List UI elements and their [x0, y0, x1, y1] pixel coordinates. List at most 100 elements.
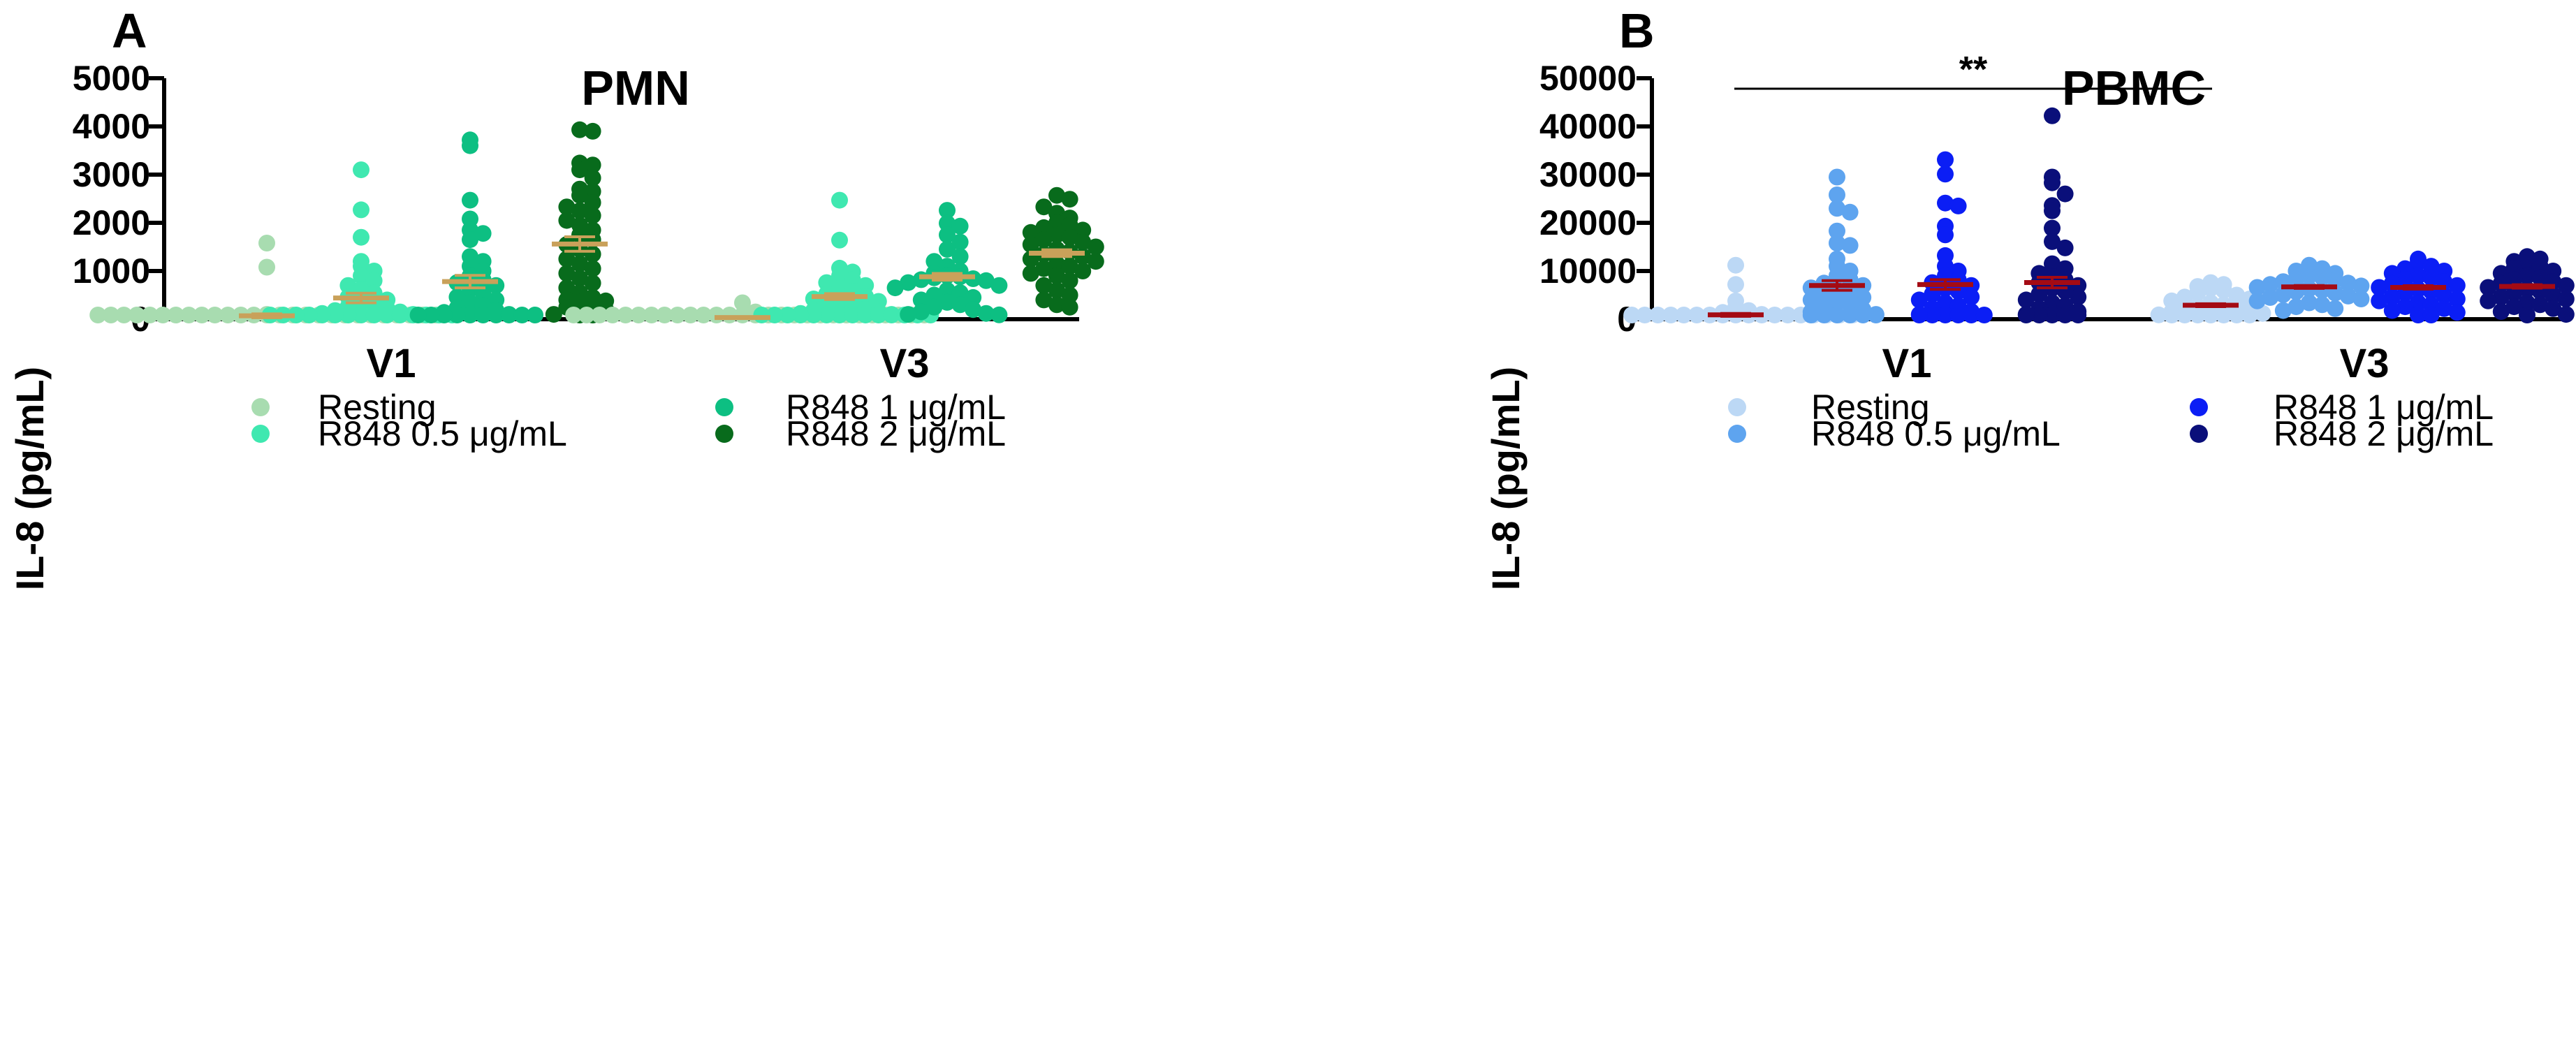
data-point: [353, 201, 369, 219]
data-point: [1766, 307, 1783, 323]
data-point: [831, 191, 848, 209]
data-point: [584, 275, 601, 292]
panel-a-title: PMN: [581, 61, 690, 115]
data-point: [2274, 286, 2292, 303]
data-point: [2202, 279, 2219, 297]
data-point: [1048, 226, 1065, 244]
data-point: [951, 217, 969, 235]
data-point: [578, 307, 595, 323]
data-point: [571, 270, 588, 287]
data-point: [2396, 298, 2414, 316]
data-point: [2176, 307, 2193, 323]
data-point: [2396, 271, 2414, 288]
data-point: [1727, 276, 1744, 293]
data-point: [617, 307, 634, 323]
data-point: [1035, 198, 1053, 216]
legend-marker: [1728, 425, 1746, 443]
data-point: [474, 225, 492, 242]
data-point: [584, 207, 601, 224]
data-point: [2436, 286, 2453, 304]
legend-label: R848 0.5 μg/mL: [1811, 414, 2061, 453]
data-point: [1802, 307, 1820, 323]
data-point: [1841, 284, 1859, 302]
data-point: [870, 307, 887, 323]
data-point: [1061, 258, 1078, 275]
data-point: [391, 307, 409, 323]
data-point: [1841, 237, 1859, 254]
data-point: [2410, 294, 2427, 312]
data-point: [571, 186, 588, 204]
data-point: [925, 286, 943, 304]
data-point: [2215, 281, 2232, 299]
panel-a-letter: A: [112, 3, 147, 58]
data-point: [2531, 296, 2549, 314]
data-point: [558, 279, 576, 297]
data-point: [1867, 307, 1885, 323]
data-point: [1963, 288, 1980, 306]
data-point: [219, 307, 237, 323]
data-point: [886, 279, 904, 297]
data-point: [2301, 294, 2318, 312]
data-point: [656, 307, 673, 323]
data-point: [1048, 186, 1065, 204]
data-point: [2339, 287, 2357, 305]
panel-b: B PBMC IL-8 (pg/mL) 0 10000 20000 30000 …: [1484, 3, 2575, 590]
panel-b-group-label-v1: V1: [1882, 341, 1932, 386]
data-point: [2519, 307, 2535, 323]
data-point: [792, 307, 810, 323]
data-point: [1074, 233, 1092, 251]
panel-a-ytick-label: 2000: [73, 203, 150, 242]
data-point: [2448, 291, 2466, 307]
data-point: [1074, 263, 1092, 279]
data-point: [1854, 307, 1872, 323]
data-point: [844, 307, 861, 323]
panel-a-ytick-label: 4000: [73, 107, 150, 146]
data-point: [1048, 296, 1065, 314]
data-point: [2274, 302, 2292, 319]
legend-label: Resting: [318, 388, 437, 427]
data-point: [2492, 288, 2510, 306]
data-point: [939, 240, 956, 258]
data-point: [2480, 292, 2497, 309]
data-point: [1975, 307, 1993, 323]
data-point: [462, 294, 478, 312]
data-point: [339, 277, 357, 294]
data-point: [2422, 269, 2440, 286]
data-point: [462, 137, 478, 154]
data-point: [1048, 281, 1065, 299]
data-point: [167, 307, 184, 323]
data-point: [1841, 307, 1859, 323]
data-point: [925, 298, 943, 316]
data-point: [883, 307, 900, 323]
data-point: [462, 281, 478, 298]
data-point: [2383, 288, 2401, 306]
data-point: [1910, 307, 1928, 323]
data-point: [1061, 191, 1078, 208]
data-point: [2422, 307, 2440, 323]
legend-label: R848 1 μg/mL: [2274, 388, 2494, 427]
data-point: [353, 307, 369, 323]
data-point: [734, 294, 751, 312]
data-point: [1937, 151, 1954, 168]
data-point: [1035, 231, 1053, 249]
data-point: [1022, 224, 1039, 241]
data-point: [1061, 272, 1078, 289]
data-point: [1623, 307, 1641, 323]
data-point: [423, 307, 440, 323]
data-point: [1727, 256, 1744, 274]
data-point: [558, 265, 576, 282]
panel-b-letter: B: [1619, 3, 1655, 58]
data-point: [2150, 306, 2167, 323]
data-point: [1035, 219, 1053, 236]
data-point: [353, 228, 369, 246]
data-point: [2410, 254, 2427, 271]
data-point: [900, 274, 917, 291]
data-point: [1087, 238, 1104, 256]
data-point: [2215, 307, 2232, 323]
data-point: [1048, 214, 1065, 231]
data-point: [2339, 275, 2357, 292]
data-point: [591, 307, 608, 323]
data-point: [365, 307, 383, 323]
data-point: [1035, 277, 1053, 294]
data-point: [1675, 307, 1692, 323]
